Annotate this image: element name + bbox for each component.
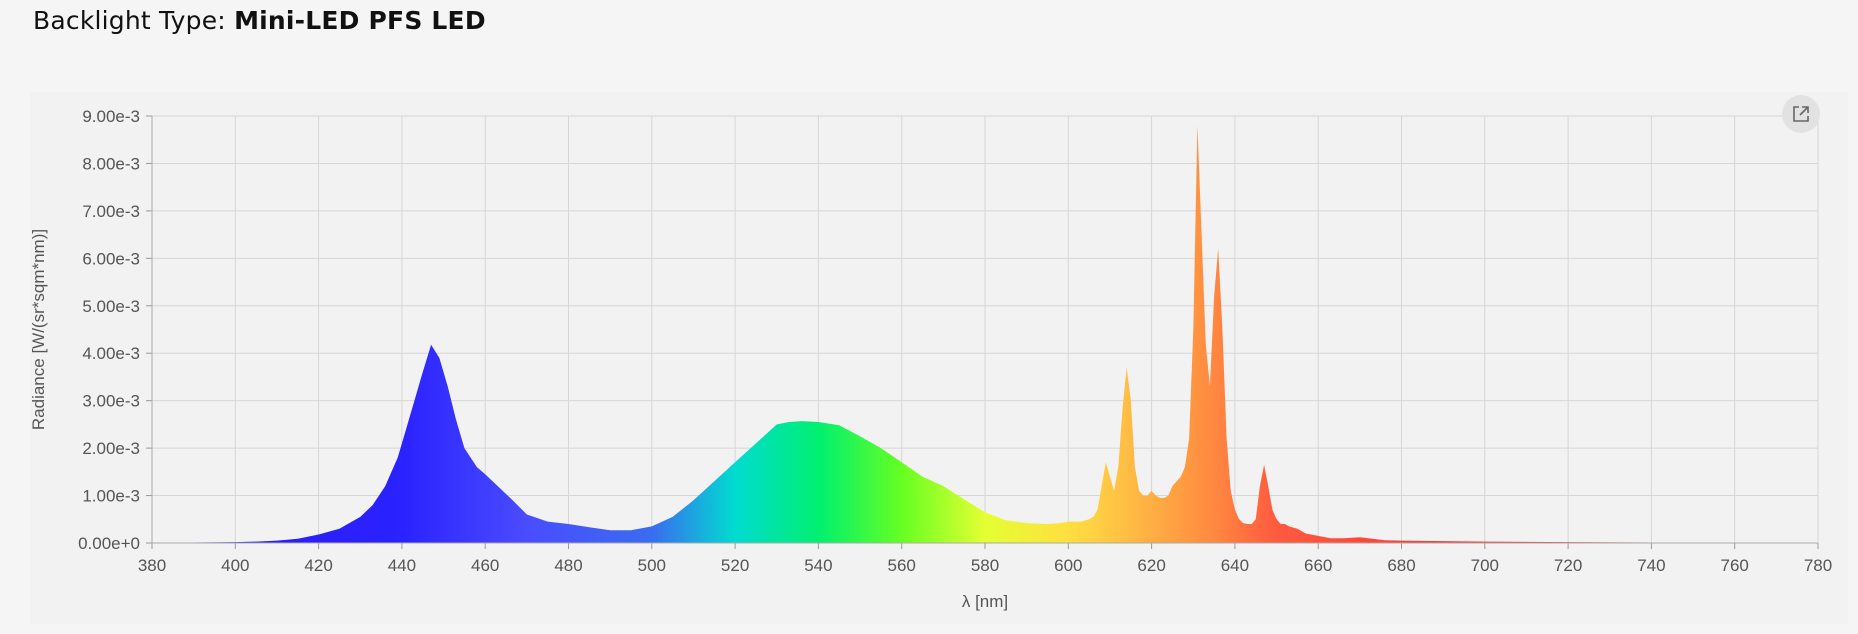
- y-tick-label: 4.00e-3: [82, 344, 140, 363]
- x-tick-label: 520: [721, 556, 749, 575]
- x-tick-label: 560: [888, 556, 916, 575]
- y-tick-label: 0.00e+0: [78, 534, 140, 553]
- y-tick-label: 5.00e-3: [82, 297, 140, 316]
- y-tick-label: 6.00e-3: [82, 249, 140, 268]
- x-axis-title: λ [nm]: [962, 592, 1008, 611]
- x-tick-label: 400: [221, 556, 249, 575]
- x-tick-label: 740: [1637, 556, 1665, 575]
- backlight-type-value: Mini-LED PFS LED: [234, 6, 486, 35]
- x-tick-label: 640: [1221, 556, 1249, 575]
- x-tick-label: 480: [554, 556, 582, 575]
- y-tick-label: 1.00e-3: [82, 487, 140, 506]
- y-tick-label: 2.00e-3: [82, 439, 140, 458]
- x-tick-label: 440: [388, 556, 416, 575]
- backlight-type-label: Backlight Type:: [33, 6, 226, 35]
- axes: 380 400 420 440 460 480 500 520 540 560 580 600 620 6…: [78, 107, 1832, 575]
- y-tick-label: 3.00e-3: [82, 392, 140, 411]
- open-in-new-icon: [1793, 106, 1809, 122]
- x-tick-label: 780: [1804, 556, 1832, 575]
- x-tick-label: 660: [1304, 556, 1332, 575]
- x-tick-label: 600: [1054, 556, 1082, 575]
- x-tick-label: 680: [1387, 556, 1415, 575]
- x-tick-label: 540: [804, 556, 832, 575]
- x-tick-label: 420: [304, 556, 332, 575]
- x-tick-label: 380: [138, 556, 166, 575]
- spectrum-chart: 380 400 420 440 460 480 500 520 540 560 580 600 620 6…: [30, 107, 1832, 611]
- open-in-new-button[interactable]: [1782, 95, 1820, 133]
- y-axis-title: Radiance [W/(sr*sqm*nm)]: [30, 229, 48, 430]
- spectrum-chart-container: 380 400 420 440 460 480 500 520 540 560 580 600 620 6…: [30, 92, 1848, 624]
- x-tick-label: 620: [1137, 556, 1165, 575]
- x-tick-label: 700: [1471, 556, 1499, 575]
- x-tick-label: 760: [1721, 556, 1749, 575]
- y-tick-label: 7.00e-3: [82, 202, 140, 221]
- y-tick-label: 8.00e-3: [82, 154, 140, 173]
- x-tick-label: 500: [638, 556, 666, 575]
- x-tick-label: 720: [1554, 556, 1582, 575]
- y-tick-label: 9.00e-3: [82, 107, 140, 126]
- backlight-type-heading: Backlight Type: Mini-LED PFS LED: [33, 6, 486, 35]
- x-tick-label: 580: [971, 556, 999, 575]
- x-tick-label: 460: [471, 556, 499, 575]
